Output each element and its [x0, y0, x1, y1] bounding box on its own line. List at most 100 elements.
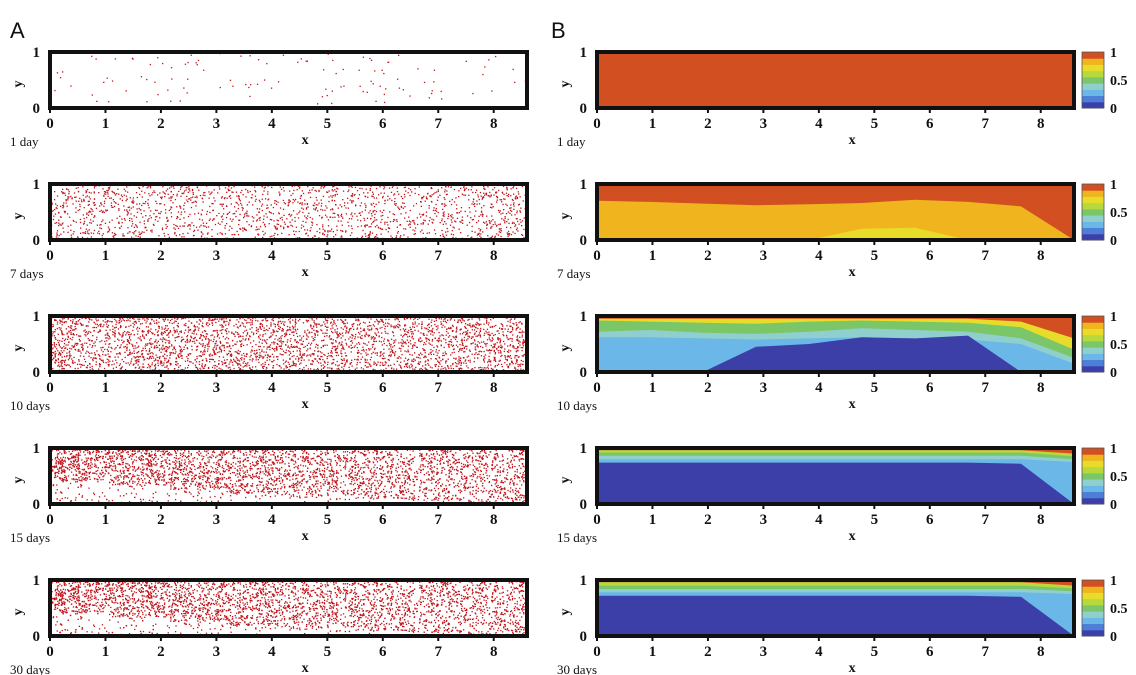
- scatter-point: [127, 227, 129, 229]
- scatter-point: [303, 366, 305, 369]
- scatter-point: [129, 317, 131, 319]
- scatter-point: [83, 198, 85, 201]
- scatter-point: [445, 360, 447, 362]
- scatter-point: [67, 359, 70, 361]
- scatter-point: [229, 344, 231, 347]
- scatter-point: [143, 220, 145, 222]
- scatter-point: [138, 187, 141, 190]
- scatter-point: [490, 226, 492, 229]
- scatter-point: [215, 353, 217, 355]
- scatter-point: [517, 230, 519, 232]
- scatter-point: [127, 213, 129, 215]
- scatter-point: [294, 362, 296, 365]
- scatter-point: [193, 224, 195, 227]
- scatter-point: [307, 206, 309, 208]
- scatter-point: [379, 227, 381, 229]
- scatter-point: [160, 211, 162, 213]
- scatter-point: [292, 202, 294, 204]
- scatter-point: [374, 70, 376, 72]
- scatter-point: [97, 353, 100, 356]
- scatter-point: [215, 348, 217, 351]
- scatter-point: [291, 225, 294, 227]
- scatter-point: [232, 85, 234, 87]
- scatter-point: [292, 346, 294, 348]
- scatter-point: [311, 353, 313, 355]
- scatter-point: [264, 354, 267, 356]
- scatter-point: [315, 330, 317, 332]
- scatter-point: [211, 358, 213, 361]
- scatter-point: [167, 368, 169, 370]
- scatter-point: [343, 359, 345, 361]
- scatter-point: [221, 325, 224, 327]
- scatter-point: [485, 221, 487, 223]
- scatter-point: [120, 320, 123, 322]
- scatter-point: [181, 357, 183, 359]
- scatter-point: [227, 367, 229, 369]
- scatter-point: [119, 198, 121, 200]
- scatter-point: [400, 213, 402, 215]
- scatter-point: [376, 327, 378, 330]
- scatter-point: [213, 319, 216, 321]
- scatter-point: [281, 348, 283, 350]
- scatter-point: [196, 346, 198, 348]
- scatter-point: [261, 355, 263, 358]
- scatter-point: [68, 357, 71, 359]
- scatter-point: [252, 317, 254, 320]
- scatter-point: [444, 318, 446, 320]
- scatter-point: [355, 319, 358, 321]
- scatter-point: [91, 94, 93, 96]
- scatter-point: [270, 219, 273, 221]
- scatter-point: [255, 226, 258, 228]
- scatter-point: [493, 358, 496, 360]
- scatter-point: [496, 233, 498, 235]
- scatter-point: [466, 345, 468, 347]
- scatter-point: [227, 212, 229, 215]
- scatter-point: [258, 217, 260, 219]
- scatter-point: [461, 321, 463, 324]
- scatter-point: [202, 318, 204, 320]
- scatter-point: [395, 203, 397, 205]
- scatter-point: [270, 336, 272, 338]
- scatter-point: [202, 344, 204, 346]
- scatter-point: [316, 331, 318, 333]
- scatter-point: [272, 329, 274, 331]
- scatter-point: [394, 193, 396, 195]
- scatter-point: [60, 363, 63, 365]
- scatter-point: [174, 337, 176, 339]
- scatter-point: [311, 317, 313, 319]
- scatter-point: [187, 201, 189, 203]
- scatter-point: [108, 335, 110, 338]
- scatter-point: [311, 222, 314, 224]
- scatter-point: [51, 202, 53, 204]
- scatter-point: [506, 364, 508, 366]
- scatter-point: [287, 329, 289, 331]
- scatter-point: [369, 188, 371, 190]
- scatter-point: [512, 322, 514, 325]
- scatter-point: [301, 337, 303, 339]
- scatter-point: [491, 340, 493, 342]
- scatter-point: [308, 189, 311, 192]
- scatter-point: [83, 217, 85, 220]
- scatter-point: [372, 193, 374, 195]
- scatter-point: [500, 351, 502, 353]
- scatter-point: [236, 326, 239, 328]
- scatter-point: [362, 321, 365, 323]
- scatter-point: [94, 323, 97, 325]
- scatter-point: [111, 347, 113, 350]
- scatter-point: [136, 333, 139, 335]
- scatter-point: [388, 187, 391, 189]
- scatter-point: [177, 211, 180, 213]
- scatter-point: [359, 187, 361, 190]
- scatter-point: [109, 337, 111, 339]
- scatter-point: [380, 215, 382, 217]
- scatter-point: [184, 329, 187, 331]
- scatter-point: [179, 100, 181, 102]
- scatter-point: [61, 324, 63, 326]
- x-tick-label: 2: [157, 248, 165, 264]
- scatter-point: [61, 320, 63, 322]
- scatter-point: [258, 234, 260, 236]
- scatter-point: [294, 340, 296, 342]
- scatter-point: [97, 331, 99, 333]
- scatter-point: [227, 188, 229, 190]
- scatter-point: [307, 235, 309, 237]
